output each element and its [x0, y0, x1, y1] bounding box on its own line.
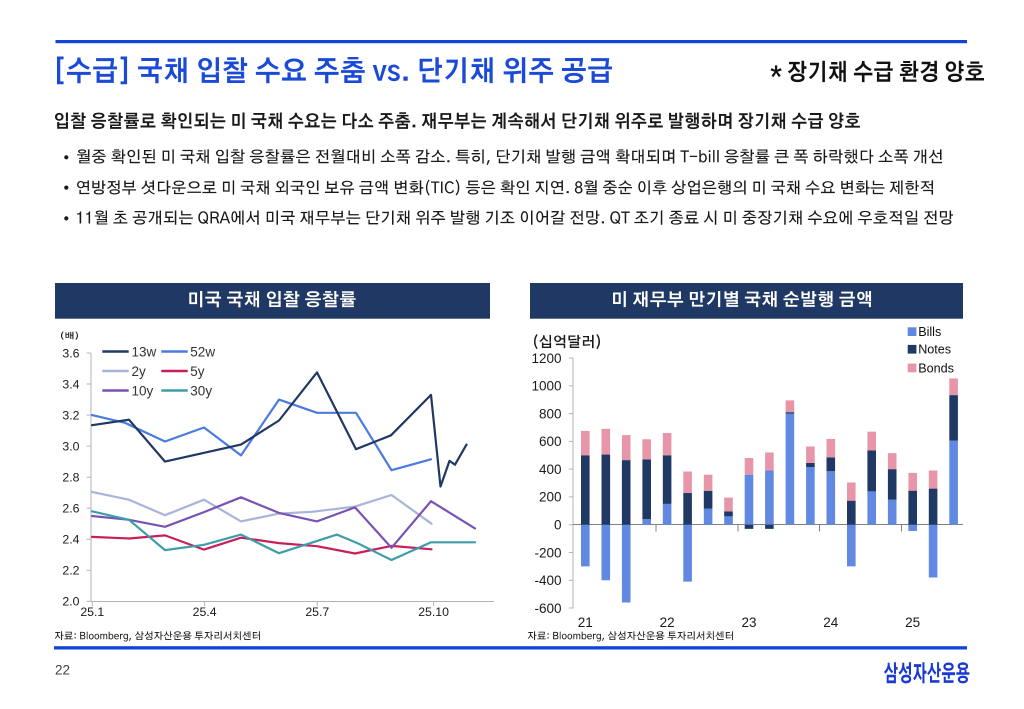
svg-text:25: 25 — [905, 615, 920, 630]
svg-text:2.0: 2.0 — [62, 595, 79, 609]
svg-text:25.4: 25.4 — [193, 605, 217, 619]
svg-text:2.8: 2.8 — [62, 471, 79, 485]
svg-text:30y: 30y — [190, 383, 212, 398]
svg-text:23: 23 — [741, 615, 756, 630]
svg-text:1200: 1200 — [531, 351, 561, 366]
svg-text:Notes: Notes — [918, 343, 951, 357]
svg-text:3.0: 3.0 — [62, 440, 79, 454]
svg-text:800: 800 — [539, 406, 562, 421]
svg-text:200: 200 — [539, 490, 562, 505]
svg-text:1000: 1000 — [531, 379, 561, 394]
svg-text:25.7: 25.7 — [305, 605, 329, 619]
svg-text:3.4: 3.4 — [62, 377, 79, 391]
svg-text:21: 21 — [578, 615, 593, 630]
svg-text:22: 22 — [55, 662, 70, 677]
svg-text:13w: 13w — [132, 344, 157, 359]
svg-text:24: 24 — [823, 615, 839, 630]
svg-text:2.6: 2.6 — [62, 502, 79, 516]
svg-text:-600: -600 — [534, 601, 561, 616]
svg-text:10y: 10y — [132, 383, 154, 398]
svg-text:3.2: 3.2 — [62, 409, 79, 423]
svg-text:2.2: 2.2 — [62, 564, 79, 578]
svg-text:Bills: Bills — [918, 325, 941, 339]
svg-text:22: 22 — [660, 615, 675, 630]
svg-text:600: 600 — [539, 434, 562, 449]
svg-text:Bonds: Bonds — [918, 361, 954, 375]
svg-text:-200: -200 — [534, 545, 561, 560]
svg-text:0: 0 — [554, 518, 562, 533]
svg-text:2y: 2y — [132, 364, 147, 379]
svg-text:3.6: 3.6 — [62, 346, 79, 360]
svg-text:5y: 5y — [190, 364, 205, 379]
svg-text:25.10: 25.10 — [418, 605, 449, 619]
svg-text:52w: 52w — [190, 344, 215, 359]
svg-text:25.1: 25.1 — [80, 605, 104, 619]
svg-text:2.4: 2.4 — [62, 533, 79, 547]
svg-text:-400: -400 — [534, 573, 561, 588]
svg-text:400: 400 — [539, 462, 562, 477]
